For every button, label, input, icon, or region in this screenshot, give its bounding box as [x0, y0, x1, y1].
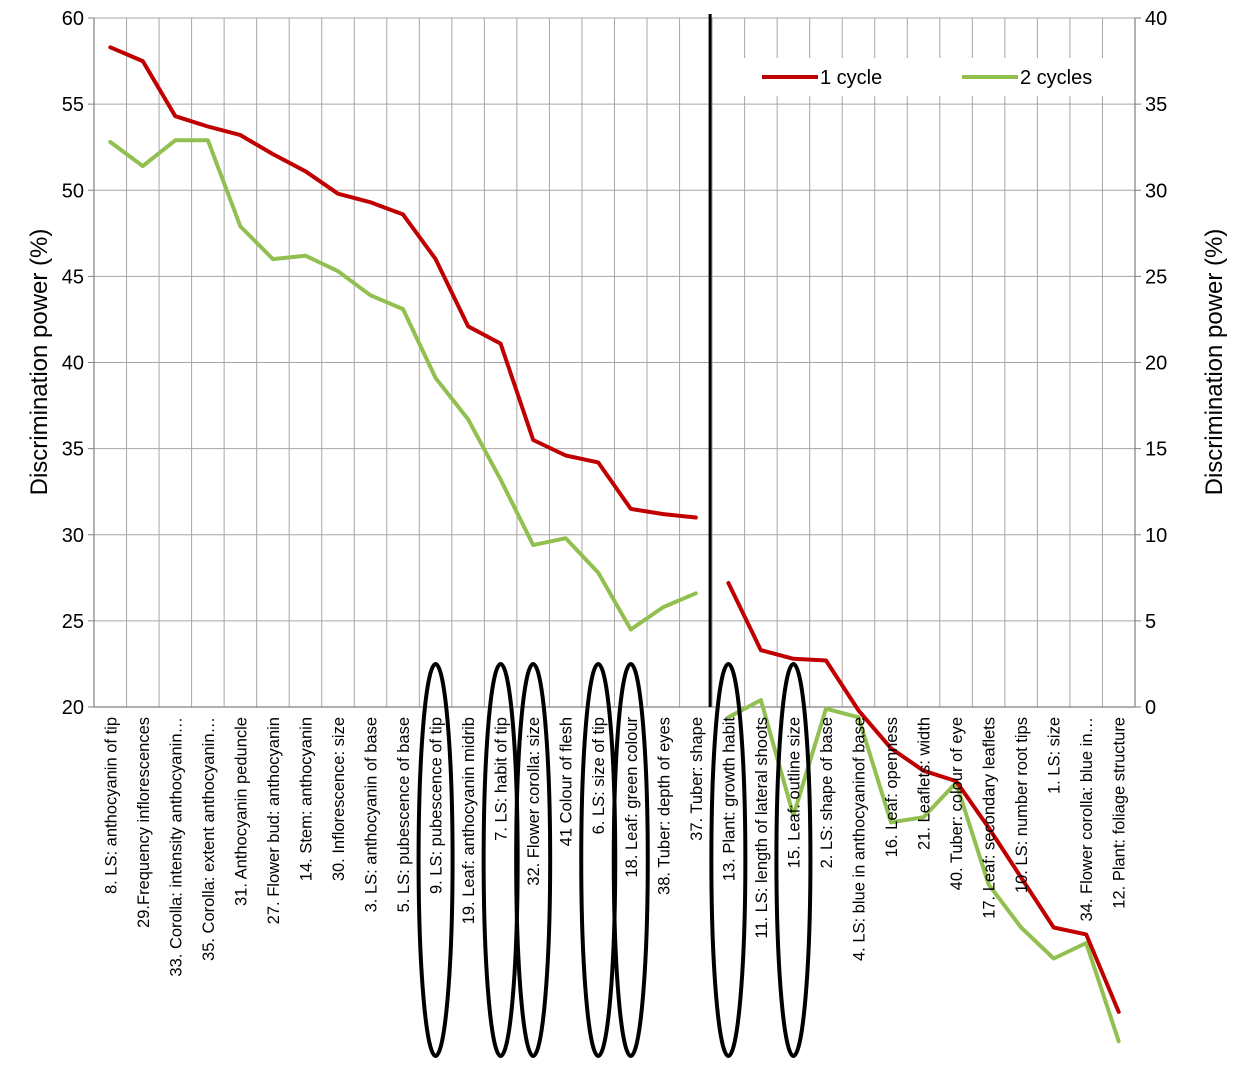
- category-label: 19. Leaf: anthocyanin midrib: [460, 717, 478, 924]
- right-tick-label: 15: [1145, 439, 1167, 461]
- right-tick-label: 20: [1145, 353, 1167, 375]
- category-label: 40. Tuber: colour of eye: [948, 717, 966, 890]
- right-tick-label: 40: [1145, 8, 1167, 30]
- left-tick-label: 20: [62, 697, 84, 719]
- category-label: 37. Tuber: shape: [688, 717, 706, 841]
- category-label: 4. LS: blue in anthocyaninof base: [851, 717, 869, 961]
- category-labels: 8. LS: anthocyanin of tip 29.Frequency in…: [102, 716, 1128, 976]
- left-tick-label: 55: [62, 94, 84, 116]
- legend: 1 cycle 2 cycles: [742, 58, 1122, 96]
- category-label: 17. Leaf: secondary leaflets: [981, 717, 999, 919]
- category-label: 41 Colour of flesh: [558, 717, 576, 846]
- series-line-1-cycle: [108, 45, 698, 520]
- category-label: 9. LS: pubescence of tip: [428, 717, 446, 894]
- category-label: 21. Leaflets: width: [916, 717, 934, 850]
- category-label: 34. Flower corolla: blue in…: [1078, 717, 1096, 922]
- highlight-oval: [611, 662, 650, 1058]
- category-label: 2. LS: shape of base: [818, 717, 836, 868]
- left-tick-label: 50: [62, 180, 84, 202]
- category-label: 7. LS: habit of tip: [493, 717, 511, 841]
- legend-label-1-cycle: 1 cycle: [820, 67, 882, 89]
- category-label: 27. Flower bud: anthocyanin: [265, 717, 283, 924]
- category-label: 29.Frequency inflorescences: [135, 717, 153, 928]
- category-label: 14. Stem: anthocyanin: [298, 717, 316, 881]
- left-tick-label: 35: [62, 439, 84, 461]
- category-label: 33. Corolla: intensity anthocyanin…: [167, 717, 185, 977]
- category-label: 31. Anthocyanin peduncle: [232, 717, 250, 906]
- category-label: 18. Leaf: green colour: [623, 716, 641, 877]
- category-label: 35. Corolla: extent anthocyanin…: [200, 717, 218, 961]
- category-label: 30. Inflorescence: size: [330, 717, 348, 881]
- left-tick-label: 60: [62, 8, 84, 30]
- right-axis-ticks: 0 5 10 15 20 25 30 35 40: [1135, 8, 1167, 719]
- right-tick-label: 35: [1145, 94, 1167, 116]
- highlight-oval: [709, 662, 748, 1058]
- series-lines: [108, 45, 1121, 1044]
- category-label: 10. LS: number root tips: [1013, 717, 1031, 893]
- right-tick-label: 5: [1145, 611, 1156, 633]
- category-label: 1. LS: size: [1046, 717, 1064, 794]
- category-label: 11. LS: length of lateral shoots: [753, 717, 771, 939]
- legend-label-2-cycles: 2 cycles: [1020, 67, 1092, 89]
- left-tick-label: 40: [62, 353, 84, 375]
- highlight-ovals: [416, 662, 813, 1058]
- category-label: 6. LS: size of tip: [590, 717, 608, 834]
- grid: [93, 17, 1136, 708]
- category-label: 8. LS: anthocyanin of tip: [102, 717, 120, 894]
- category-label: 38. Tuber: depth of eyes: [655, 717, 673, 895]
- category-label: 3. LS: anthocyanin of base: [363, 717, 381, 912]
- highlight-oval: [514, 662, 553, 1058]
- left-axis-title: Discrimination power (%): [26, 229, 53, 496]
- left-tick-label: 30: [62, 525, 84, 547]
- category-label: 12. Plant: foliage structure: [1111, 717, 1129, 909]
- category-label: 16. Leaf: openness: [883, 717, 901, 857]
- category-label: 32. Flower corolla: size: [525, 717, 543, 886]
- right-tick-label: 25: [1145, 266, 1167, 288]
- left-tick-label: 45: [62, 266, 84, 288]
- highlight-oval: [416, 662, 455, 1058]
- highlight-oval: [774, 662, 813, 1058]
- left-axis-ticks: 20 25 30 35 40 45 50 55 60: [62, 8, 94, 719]
- left-tick-label: 25: [62, 611, 84, 633]
- right-tick-label: 10: [1145, 525, 1167, 547]
- category-label: 5. LS: pubescence of base: [395, 717, 413, 912]
- category-label: 13. Plant: growth habit: [720, 717, 738, 882]
- right-tick-label: 30: [1145, 180, 1167, 202]
- category-label: 15. Leaf: outline size: [785, 717, 803, 868]
- right-tick-label: 0: [1145, 697, 1156, 719]
- right-axis-title: Discrimination power (%): [1201, 229, 1228, 496]
